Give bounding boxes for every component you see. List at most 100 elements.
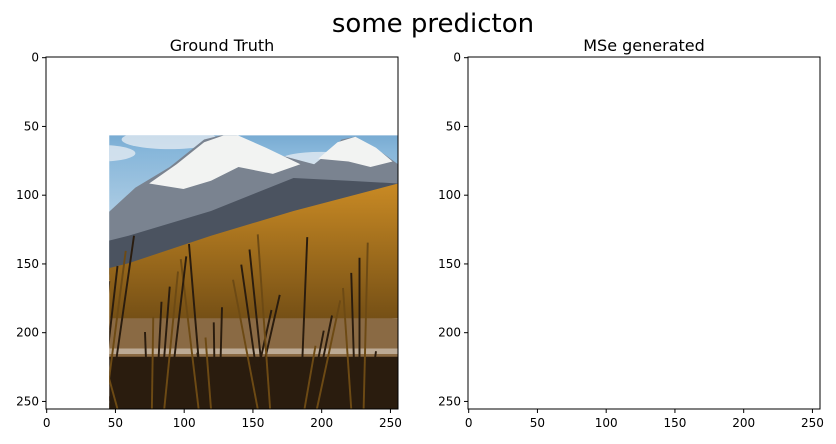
grass-blade xyxy=(482,278,489,409)
grass-blade xyxy=(727,346,738,409)
grass-blade xyxy=(731,331,746,409)
grass-blade xyxy=(60,278,67,409)
grass-blade xyxy=(204,337,212,410)
panel-title: Ground Truth xyxy=(170,36,275,55)
grass-blade xyxy=(179,259,200,410)
grass-blade xyxy=(163,271,179,410)
grass-blade xyxy=(299,237,309,410)
grass-blade xyxy=(619,353,629,409)
panel-mse-generated: MSe generated 0 50 100 150 200 250 0 50 100 150 200… xyxy=(438,36,824,430)
x-tick-label: 100 xyxy=(595,416,618,430)
grass-blade xyxy=(590,256,608,409)
grass-blade xyxy=(144,331,149,410)
grass-blade xyxy=(218,307,223,410)
panel-title: MSe generated xyxy=(583,36,705,55)
grass-blade xyxy=(567,332,570,409)
grass-blade xyxy=(519,281,531,409)
snow-cap xyxy=(571,133,722,189)
x-tick-label: 50 xyxy=(530,416,545,430)
forest xyxy=(468,184,820,333)
y-tick-label: 150 xyxy=(438,257,461,271)
y-tick-label: 200 xyxy=(16,326,39,340)
grass-blade xyxy=(196,352,208,410)
grass-blade xyxy=(109,250,127,385)
snow-cap xyxy=(318,136,393,167)
x-tick-label: 250 xyxy=(379,416,402,430)
x-tick-label: 250 xyxy=(801,416,824,430)
x-tick-label: 150 xyxy=(241,416,264,430)
x-tick-label: 200 xyxy=(732,416,755,430)
grass-blade xyxy=(680,234,692,409)
y-tick-label: 250 xyxy=(438,394,461,408)
grass-blade xyxy=(248,249,267,410)
panel-ground-truth: Ground Truth 0 50 100 150 200 250 0 50 100 150 200 2… xyxy=(16,36,402,430)
cloud xyxy=(225,100,335,125)
grass-blade xyxy=(655,280,680,409)
grass-blade xyxy=(628,338,634,410)
y-tick-label: 100 xyxy=(16,188,39,202)
x-tick-label: 200 xyxy=(310,416,333,430)
grass-blade xyxy=(150,316,155,410)
grass-blade xyxy=(366,351,377,410)
grass-blade xyxy=(256,234,272,410)
grass-blade xyxy=(212,322,217,410)
mountain-shadow xyxy=(468,178,820,284)
grass-blade xyxy=(735,316,754,410)
cloud xyxy=(454,112,537,134)
y-tick-label: 100 xyxy=(438,188,461,202)
cloud xyxy=(647,100,757,125)
grass-blade xyxy=(188,243,204,410)
y-tick-label: 50 xyxy=(24,119,39,133)
grass-blade xyxy=(342,287,353,410)
grass-blade xyxy=(109,396,115,410)
grass-blade xyxy=(636,322,637,409)
shoreline xyxy=(109,348,398,354)
grass-blade xyxy=(350,272,357,410)
cloud xyxy=(544,130,640,149)
y-tick-label: 200 xyxy=(438,326,461,340)
cloud xyxy=(121,135,218,150)
shoreline xyxy=(468,349,820,355)
grass-blade xyxy=(518,329,540,409)
x-tick-label: 0 xyxy=(43,416,51,430)
grass-blade xyxy=(315,300,342,410)
grass-blade xyxy=(786,243,790,409)
grass-blade xyxy=(676,295,702,409)
grass-blade xyxy=(611,244,625,409)
grass-blade xyxy=(362,242,369,410)
x-tick-label: 0 xyxy=(465,416,473,430)
photo-ground-truth xyxy=(32,100,398,410)
grass-blade xyxy=(765,288,773,409)
y-tick-label: 0 xyxy=(453,51,461,65)
grass-blade xyxy=(641,307,644,409)
grass xyxy=(109,356,398,409)
grass-blade xyxy=(582,287,592,409)
grass-blade xyxy=(52,294,63,410)
grass-blade xyxy=(739,300,762,409)
sky xyxy=(468,57,820,263)
lake xyxy=(468,318,820,359)
axes-frame xyxy=(45,56,399,410)
grass xyxy=(468,357,820,409)
cloud xyxy=(109,145,136,162)
grass-blade xyxy=(311,315,333,410)
grass-blade xyxy=(155,301,163,410)
y-tick-label: 0 xyxy=(31,51,39,65)
snow-cap xyxy=(149,135,301,189)
grass-blade xyxy=(603,259,621,409)
grass-blade xyxy=(509,344,535,409)
mountain xyxy=(468,133,820,277)
x-tick-label: 50 xyxy=(108,416,123,430)
grass-blade xyxy=(523,266,540,409)
y-tick-label: 50 xyxy=(446,119,461,133)
x-tick-label: 100 xyxy=(173,416,196,430)
grass-blade xyxy=(232,279,259,410)
axes-frame xyxy=(467,56,821,410)
grass-blade xyxy=(109,281,111,292)
figure-suptitle: some predicton xyxy=(332,9,534,39)
x-tick-label: 150 xyxy=(663,416,686,430)
grass-blade xyxy=(586,272,600,410)
cloud xyxy=(32,112,115,134)
grass-blade xyxy=(790,351,798,409)
